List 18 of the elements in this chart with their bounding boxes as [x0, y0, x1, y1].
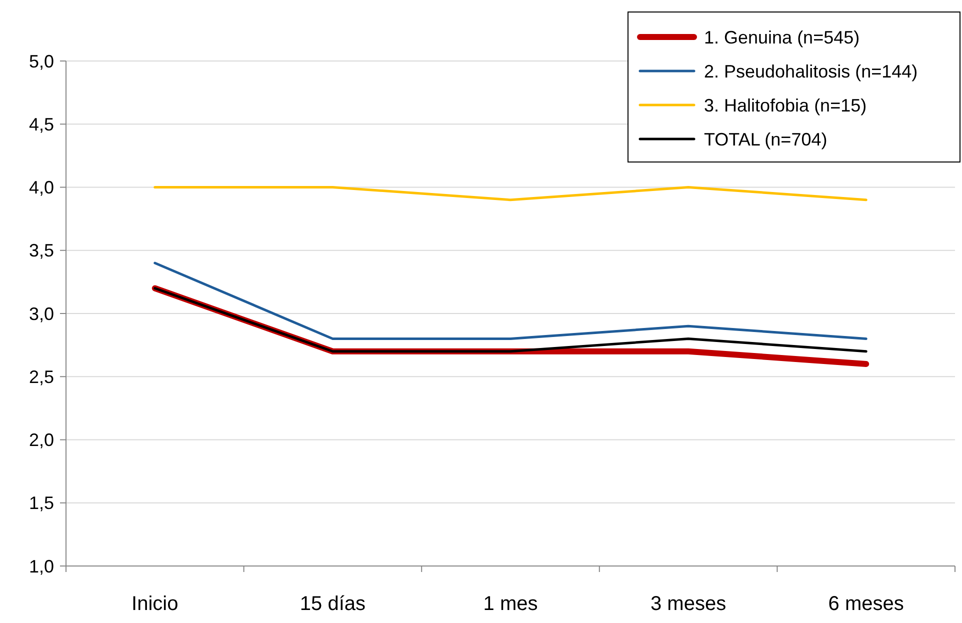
x-tick-label: Inicio	[132, 593, 178, 615]
legend-label: 1. Genuina (n=545)	[704, 27, 860, 48]
y-tick-label: 3,5	[28, 240, 54, 261]
y-tick-label: 4,0	[28, 178, 54, 198]
y-tick-label: 2,5	[28, 366, 54, 387]
y-tick-label: 1,5	[28, 493, 54, 514]
x-tick-label: 1 mes	[483, 593, 538, 615]
y-tick-label: 4,5	[28, 114, 54, 134]
x-tick-label: 15 días	[300, 593, 366, 615]
y-tick-label: 5,0	[28, 51, 54, 72]
y-tick-label: 2,0	[28, 430, 54, 450]
y-tick-label: 1,0	[28, 556, 54, 576]
legend-label: 3. Halitofobia (n=15)	[704, 95, 867, 116]
x-tick-label: 3 meses	[650, 593, 726, 615]
x-tick-label: 6 meses	[828, 593, 904, 615]
legend-label: 2. Pseudohalitosis (n=144)	[704, 61, 918, 82]
legend-label: TOTAL (n=704)	[704, 129, 828, 150]
y-tick-label: 3,0	[28, 304, 54, 324]
